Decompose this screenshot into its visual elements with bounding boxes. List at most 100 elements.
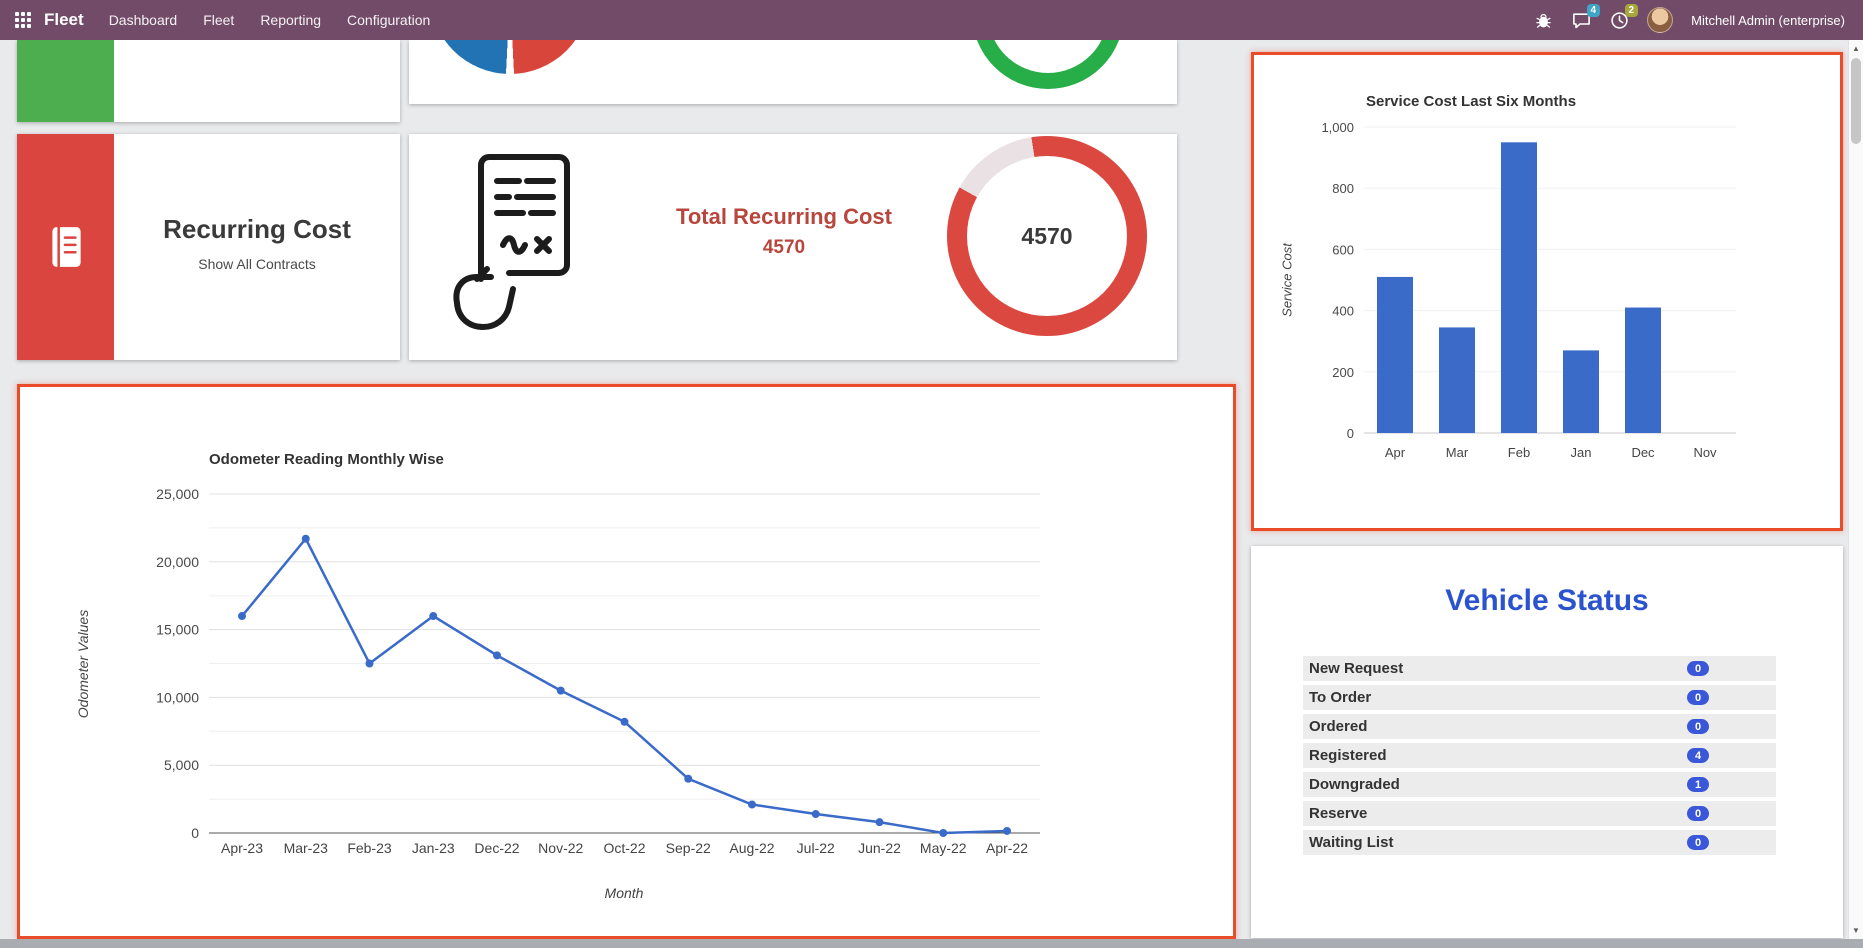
odometer-chart-card: Odometer Reading Monthly Wise Odometer V… bbox=[17, 384, 1236, 939]
status-row[interactable]: Reserve 0 bbox=[1303, 801, 1776, 826]
svg-text:800: 800 bbox=[1332, 181, 1354, 196]
pie-chart-partial bbox=[430, 40, 590, 74]
svg-text:0: 0 bbox=[1347, 426, 1354, 441]
vehicle-status-card: Vehicle Status New Request 0 To Order 0 Orde… bbox=[1251, 546, 1843, 938]
service-cost-bar-chart: 0 200 400 600 800 1,000 Apr Mar Feb Jan Dec Nov bbox=[1321, 120, 1736, 460]
app-title[interactable]: Fleet bbox=[44, 10, 84, 29]
odometer-line-chart: 0 5,000 10,000 15,000 20,000 25,000 Apr-23 Mar-… bbox=[156, 486, 1040, 856]
svg-text:Aug-22: Aug-22 bbox=[729, 840, 774, 856]
svg-text:0: 0 bbox=[191, 825, 199, 841]
status-label: Registered bbox=[1309, 747, 1387, 764]
nav-menu-item-configuration[interactable]: Configuration bbox=[347, 12, 431, 28]
messages-count-badge: 4 bbox=[1586, 4, 1601, 17]
svg-text:Dec: Dec bbox=[1631, 445, 1655, 460]
status-count-badge: 4 bbox=[1687, 748, 1709, 763]
clock-icon bbox=[1610, 11, 1628, 29]
svg-text:Apr-23: Apr-23 bbox=[221, 840, 263, 856]
svg-text:200: 200 bbox=[1332, 365, 1354, 380]
svg-text:May-22: May-22 bbox=[920, 840, 967, 856]
bottom-page-edge bbox=[0, 939, 1863, 948]
svg-text:Feb: Feb bbox=[1508, 445, 1530, 460]
status-label: Reserve bbox=[1309, 805, 1368, 822]
journal-book-icon bbox=[51, 225, 81, 269]
status-label: Downgraded bbox=[1309, 776, 1400, 793]
status-count-badge: 1 bbox=[1687, 777, 1709, 792]
svg-text:15,000: 15,000 bbox=[156, 622, 199, 638]
svg-text:Apr-22: Apr-22 bbox=[986, 840, 1028, 856]
scroll-down-arrow-icon[interactable]: ▼ bbox=[1852, 926, 1860, 935]
total-recurring-text: Total Recurring Cost 4570 bbox=[619, 204, 949, 259]
status-count-badge: 0 bbox=[1687, 661, 1709, 676]
odometer-chart-title: Odometer Reading Monthly Wise bbox=[209, 451, 444, 468]
svg-text:Oct-22: Oct-22 bbox=[603, 840, 645, 856]
navbar-right: 4 2 Mitchell Admin (enterprise) bbox=[1533, 4, 1853, 33]
nav-menu-item-fleet[interactable]: Fleet bbox=[203, 12, 235, 28]
odometer-x-axis-label: Month bbox=[604, 885, 644, 901]
cutoff-card-middle bbox=[409, 40, 1177, 104]
service-chart-title: Service Cost Last Six Months bbox=[1366, 93, 1577, 110]
vertical-scrollbar[interactable]: ▲ ▼ bbox=[1848, 40, 1863, 939]
svg-text:Jul-22: Jul-22 bbox=[797, 840, 835, 856]
svg-text:Apr: Apr bbox=[1385, 445, 1406, 460]
bug-icon-glyph bbox=[1535, 13, 1551, 28]
vehicle-status-title: Vehicle Status bbox=[1445, 584, 1649, 617]
svg-text:Mar: Mar bbox=[1446, 445, 1469, 460]
activities-count-badge: 2 bbox=[1624, 4, 1639, 17]
cutoff-card-left bbox=[17, 40, 400, 122]
activities-icon[interactable]: 2 bbox=[1609, 4, 1639, 30]
recurring-accent-block bbox=[17, 134, 114, 360]
donut-center-value: 4570 bbox=[1021, 222, 1073, 249]
status-row[interactable]: Registered 4 bbox=[1303, 743, 1776, 768]
total-recurring-title: Total Recurring Cost bbox=[676, 204, 892, 229]
total-recurring-cost-card: Total Recurring Cost 4570 4570 bbox=[409, 134, 1177, 360]
svg-text:25,000: 25,000 bbox=[156, 486, 199, 502]
status-row[interactable]: Downgraded 1 bbox=[1303, 772, 1776, 797]
nav-menu-item-dashboard[interactable]: Dashboard bbox=[108, 12, 178, 28]
status-label: New Request bbox=[1309, 660, 1404, 677]
scroll-up-arrow-icon[interactable]: ▲ bbox=[1852, 44, 1860, 53]
svg-text:1,000: 1,000 bbox=[1321, 120, 1354, 135]
recurring-cost-card: Recurring Cost Show All Contracts bbox=[17, 134, 400, 360]
svg-text:Jun-22: Jun-22 bbox=[858, 840, 901, 856]
svg-text:600: 600 bbox=[1332, 242, 1354, 257]
status-label: Ordered bbox=[1309, 718, 1368, 735]
nav-menu-item-reporting[interactable]: Reporting bbox=[260, 12, 322, 28]
user-menu[interactable]: Mitchell Admin (enterprise) bbox=[1691, 12, 1845, 28]
show-all-contracts-link[interactable]: Show All Contracts bbox=[198, 256, 316, 272]
svg-text:Jan: Jan bbox=[1571, 445, 1592, 460]
svg-text:Nov-22: Nov-22 bbox=[538, 840, 583, 856]
recurring-cost-title: Recurring Cost bbox=[163, 214, 351, 244]
recurring-cost-donut: 4570 bbox=[947, 136, 1147, 336]
contract-document-icon bbox=[453, 154, 570, 330]
status-row[interactable]: To Order 0 bbox=[1303, 685, 1776, 710]
status-label: Waiting List bbox=[1309, 834, 1394, 851]
svg-text:Feb-23: Feb-23 bbox=[347, 840, 392, 856]
svg-text:10,000: 10,000 bbox=[156, 689, 199, 705]
status-row[interactable]: New Request 0 bbox=[1303, 656, 1776, 681]
svg-text:Jan-23: Jan-23 bbox=[412, 840, 455, 856]
service-cost-chart-card: Service Cost Last Six Months Service Cos… bbox=[1251, 52, 1843, 531]
messages-icon[interactable]: 4 bbox=[1571, 4, 1601, 30]
bug-icon[interactable] bbox=[1533, 10, 1553, 30]
svg-text:400: 400 bbox=[1332, 304, 1354, 319]
status-row[interactable]: Ordered 0 bbox=[1303, 714, 1776, 739]
status-label: To Order bbox=[1309, 689, 1372, 706]
recurring-card-body: Recurring Cost Show All Contracts bbox=[114, 134, 400, 360]
status-count-badge: 0 bbox=[1687, 690, 1709, 705]
svg-text:Mar-23: Mar-23 bbox=[284, 840, 329, 856]
green-donut-partial bbox=[972, 40, 1124, 89]
svg-text:Dec-22: Dec-22 bbox=[474, 840, 519, 856]
avatar[interactable] bbox=[1647, 7, 1674, 33]
scrollbar-thumb[interactable] bbox=[1851, 58, 1861, 144]
apps-grid-icon[interactable] bbox=[10, 7, 36, 33]
svg-text:5,000: 5,000 bbox=[164, 757, 199, 773]
top-navbar: Fleet Dashboard Fleet Reporting Configurati… bbox=[0, 0, 1863, 40]
vehicle-status-rows: New Request 0 To Order 0 Ordered 0 Registered 4… bbox=[1303, 656, 1776, 859]
total-recurring-value: 4570 bbox=[762, 237, 806, 258]
svg-text:20,000: 20,000 bbox=[156, 554, 199, 570]
green-accent-block bbox=[17, 40, 114, 122]
status-count-badge: 0 bbox=[1687, 719, 1709, 734]
nav-menu: Dashboard Fleet Reporting Configuration bbox=[96, 0, 444, 40]
status-row[interactable]: Waiting List 0 bbox=[1303, 830, 1776, 855]
